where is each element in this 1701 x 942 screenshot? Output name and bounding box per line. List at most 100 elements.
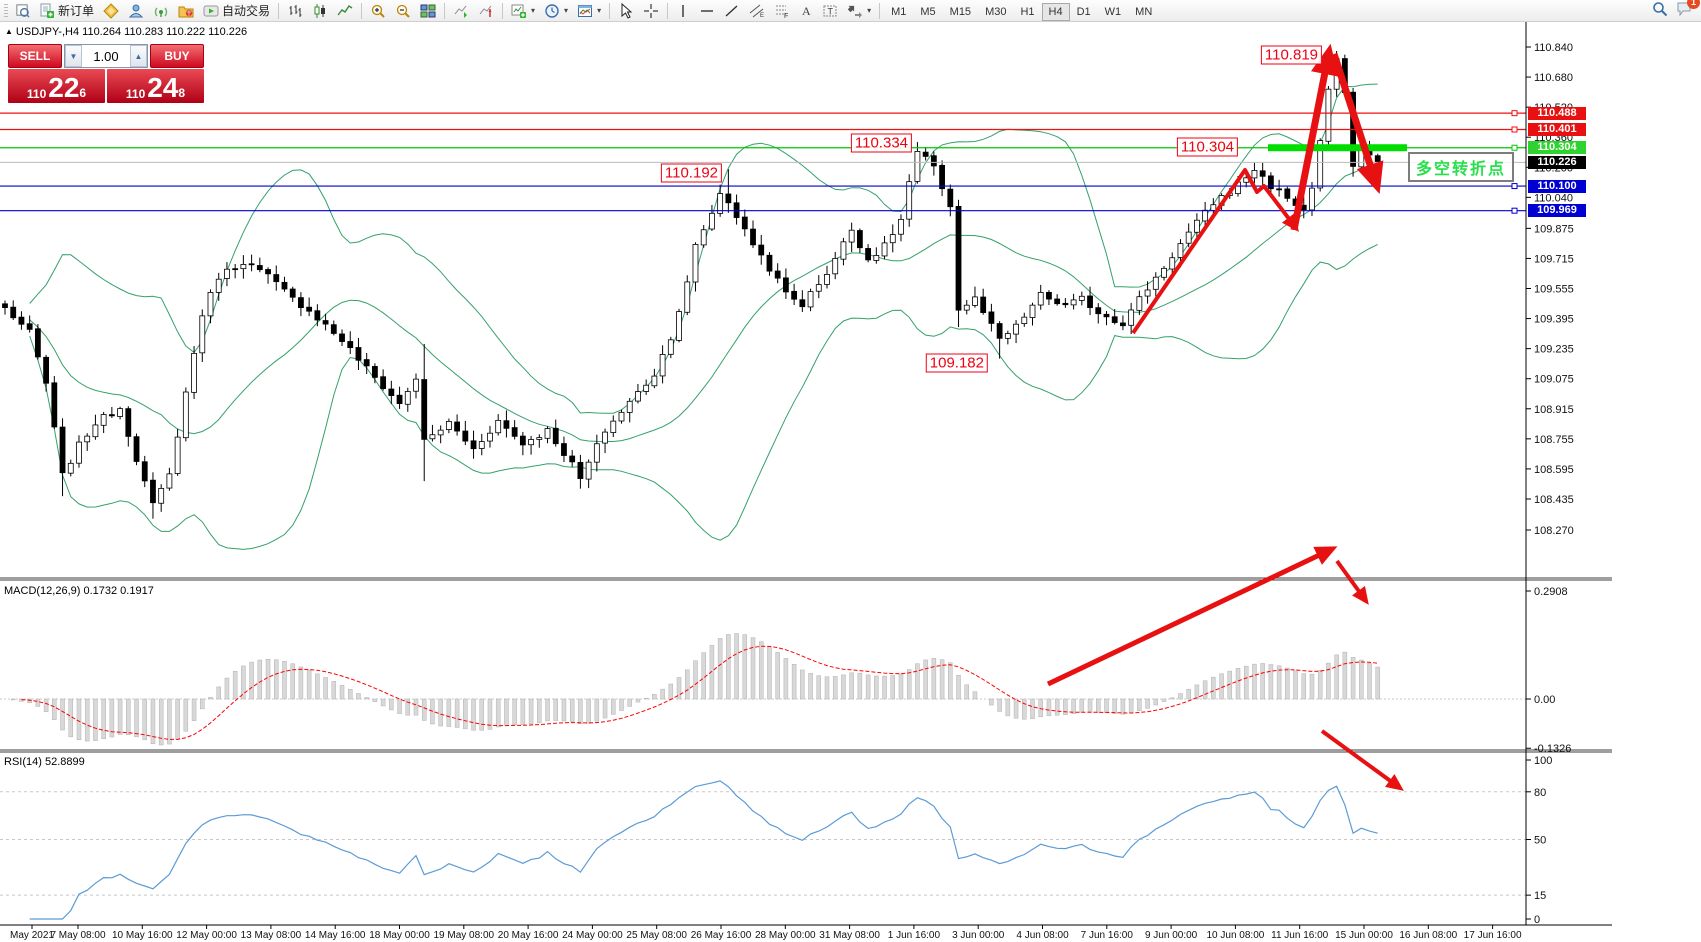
channel-tool[interactable]: E (745, 0, 769, 22)
community-button[interactable] (124, 0, 148, 22)
axes: 110.840110.680110.520110.360110.200110.0… (0, 22, 1612, 941)
macd-histogram-bar (898, 673, 904, 700)
timeframe-button-m5[interactable]: M5 (920, 5, 936, 18)
periods-dropdown[interactable]: ▾ (540, 0, 572, 22)
price-callout[interactable]: 110.334 (850, 133, 912, 153)
volume-stepper: ▼ 1.00 ▲ (64, 44, 148, 68)
toolbar-grip[interactable] (4, 3, 8, 18)
macd-histogram-bar (520, 698, 526, 726)
buy-price[interactable]: 110 24 8 (107, 69, 204, 103)
price-callout[interactable]: 110.819 (1260, 45, 1322, 65)
window-icon[interactable] (11, 0, 34, 22)
volume-increase-button[interactable]: ▲ (130, 45, 147, 67)
trend-arrow-annotation[interactable] (1320, 729, 1404, 791)
bear-candle (511, 427, 518, 437)
price-callout[interactable]: 109.182 (925, 353, 988, 373)
shapes-dropdown[interactable]: ▾ (843, 0, 875, 22)
trend-arrow-annotation[interactable] (1046, 546, 1338, 687)
macd-histogram-bar (101, 698, 106, 740)
horizontal-line-tool[interactable] (695, 0, 719, 22)
volume-value[interactable]: 1.00 (93, 48, 119, 64)
bull-candle (215, 278, 222, 293)
trend-arrow-annotation[interactable] (1290, 43, 1339, 231)
level-price-badge: 110.488 (1528, 106, 1586, 120)
autotrading-button[interactable]: 自动交易 (199, 0, 274, 22)
search-button[interactable] (1652, 1, 1668, 22)
bear-candle (561, 443, 567, 456)
market-button[interactable] (174, 0, 198, 22)
text-tool[interactable]: A (795, 0, 817, 22)
timeframe-button-w1[interactable]: W1 (1104, 5, 1122, 18)
auto-scroll-button[interactable] (449, 0, 473, 22)
trend-arrow-annotation[interactable] (1335, 559, 1369, 605)
price-callout[interactable]: 110.304 (1176, 137, 1238, 157)
line-handle[interactable] (1511, 110, 1518, 117)
macd-histogram-bar (726, 634, 731, 700)
trend-arrow-annotation[interactable] (1131, 168, 1299, 335)
buy-button[interactable]: BUY (150, 44, 204, 68)
sell-price[interactable]: 110 22 6 (8, 69, 105, 103)
signals-button[interactable] (149, 0, 173, 22)
timeframe-button-mn[interactable]: MN (1135, 5, 1153, 18)
bull-candle (700, 229, 707, 246)
volume-decrease-button[interactable]: ▼ (65, 45, 82, 67)
note-annotation[interactable]: 多空转折点 (1408, 152, 1515, 182)
trend-arrow-annotation[interactable] (1330, 52, 1384, 194)
macd-histogram-bar (175, 698, 180, 740)
line-handle[interactable] (1511, 126, 1518, 133)
bear-candle (1120, 322, 1126, 327)
line-chart-button[interactable] (333, 0, 357, 22)
toolbar-separator (361, 2, 363, 19)
metaeditor-button[interactable] (99, 0, 123, 22)
chart-title-text: USDJPY-,H4 110.264 110.283 110.222 110.2… (15, 26, 248, 38)
bear-candle (1054, 298, 1061, 305)
zoom-in-button[interactable] (366, 0, 390, 22)
price-callout[interactable]: 110.192 (660, 163, 722, 183)
bear-candle (380, 376, 387, 389)
trendline-icon (725, 4, 738, 17)
macd-histogram-bar (421, 698, 427, 721)
trendline-tool[interactable] (720, 0, 744, 22)
macd-histogram-bar (1046, 698, 1052, 717)
templates-dropdown[interactable]: ▾ (573, 0, 605, 22)
new-order-button[interactable]: 新订单 (35, 0, 98, 22)
bear-candle (470, 440, 477, 450)
macd-histogram-bar (463, 698, 468, 730)
support-zone-bar[interactable] (1268, 144, 1407, 152)
bull-candle (610, 420, 617, 433)
tile-windows-button[interactable] (416, 0, 440, 22)
toolbar: 新订单 自动交易 (0, 0, 1701, 22)
chart-shift-button[interactable] (474, 0, 498, 22)
cursor-tool-button[interactable] (614, 0, 638, 22)
macd-histogram-bar (668, 683, 674, 700)
macd-histogram-bar (315, 673, 320, 700)
bear-candle (454, 421, 461, 432)
line-handle[interactable] (1511, 144, 1518, 151)
text-label-tool[interactable]: T (818, 0, 842, 22)
timeframe-button-d1[interactable]: D1 (1076, 5, 1091, 18)
zoom-out-button[interactable] (391, 0, 415, 22)
bear-candle (1276, 188, 1282, 191)
new-chart-dropdown[interactable]: ▾ (507, 0, 539, 22)
timeframe-button-m30[interactable]: M30 (985, 5, 1007, 18)
line-handle[interactable] (1511, 207, 1518, 214)
line-handle[interactable] (1511, 183, 1518, 190)
bull-candle (207, 292, 214, 317)
vertical-line-tool[interactable] (672, 0, 694, 22)
fibonacci-tool[interactable]: F (770, 0, 794, 22)
timeframe-button-h1[interactable]: H1 (1020, 5, 1035, 18)
timeframe-button-m1[interactable]: M1 (891, 5, 907, 18)
bar-chart-button[interactable] (283, 0, 307, 22)
bull-candle (67, 462, 74, 474)
timeframe-button-m15[interactable]: M15 (949, 5, 972, 18)
notifications-button[interactable]: 1 (1676, 0, 1700, 22)
bear-candle (1259, 170, 1266, 177)
sell-button[interactable]: SELL (8, 44, 62, 68)
bear-candle (856, 230, 863, 249)
annotations (1046, 43, 1404, 791)
crosshair-tool-button[interactable] (639, 0, 663, 22)
symbol-marker-icon: ▲ (5, 27, 13, 36)
timeframe-button-h4[interactable]: H4 (1041, 2, 1070, 21)
candlestick-chart-button[interactable] (308, 0, 332, 22)
